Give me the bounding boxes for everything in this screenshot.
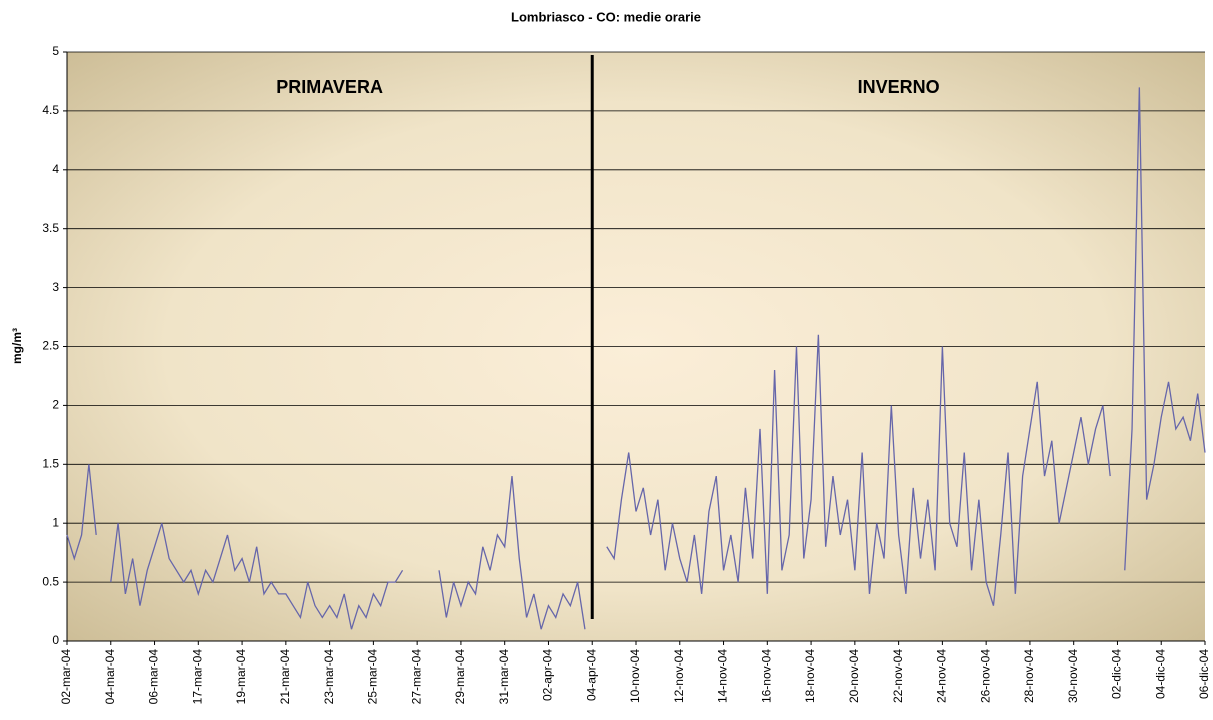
y-tick-label: 4	[52, 162, 59, 176]
x-tick-label: 26-nov-04	[978, 649, 992, 703]
x-tick-label: 22-nov-04	[891, 649, 905, 703]
y-axis-label: mg/m³	[10, 328, 24, 364]
x-tick-label: 23-mar-04	[322, 649, 336, 705]
y-tick-label: 3.5	[42, 221, 59, 235]
x-tick-label: 27-mar-04	[409, 649, 423, 705]
x-tick-label: 06-dic-04	[1197, 649, 1211, 699]
x-tick-label: 25-mar-04	[366, 649, 380, 705]
y-tick-label: 2	[52, 398, 59, 412]
x-tick-label: 02-mar-04	[59, 649, 73, 705]
x-tick-label: 30-nov-04	[1066, 649, 1080, 703]
y-tick-label: 0.5	[42, 574, 59, 588]
y-tick-label: 2.5	[42, 339, 59, 353]
x-tick-label: 10-nov-04	[628, 649, 642, 703]
x-tick-label: 02-apr-04	[541, 649, 555, 701]
x-tick-label: 19-mar-04	[234, 649, 248, 705]
y-tick-label: 3	[52, 280, 59, 294]
x-tick-label: 04-dic-04	[1153, 649, 1167, 699]
y-tick-label: 0	[52, 633, 59, 647]
y-tick-label: 1	[52, 515, 59, 529]
x-tick-label: 06-mar-04	[147, 649, 161, 705]
x-tick-label: 14-nov-04	[716, 649, 730, 703]
y-tick-label: 5	[52, 44, 59, 58]
x-tick-label: 04-mar-04	[103, 649, 117, 705]
x-tick-label: 16-nov-04	[759, 649, 773, 703]
y-tick-label: 1.5	[42, 456, 59, 470]
x-tick-label: 02-dic-04	[1110, 649, 1124, 699]
annotation: PRIMAVERA	[276, 77, 383, 97]
chart-title: Lombriasco - CO: medie orarie	[511, 9, 701, 24]
x-tick-label: 04-apr-04	[584, 649, 598, 701]
y-tick-label: 4.5	[42, 103, 59, 117]
x-tick-label: 17-mar-04	[190, 649, 204, 705]
x-tick-label: 31-mar-04	[497, 649, 511, 705]
x-tick-label: 29-mar-04	[453, 649, 467, 705]
x-tick-label: 21-mar-04	[278, 649, 292, 705]
data-line	[66, 87, 1206, 630]
annotation: INVERNO	[858, 77, 940, 97]
x-tick-label: 12-nov-04	[672, 649, 686, 703]
x-tick-label: 24-nov-04	[935, 649, 949, 703]
x-tick-label: 28-nov-04	[1022, 649, 1036, 703]
x-tick-label: 18-nov-04	[803, 649, 817, 703]
x-tick-label: 20-nov-04	[847, 649, 861, 703]
